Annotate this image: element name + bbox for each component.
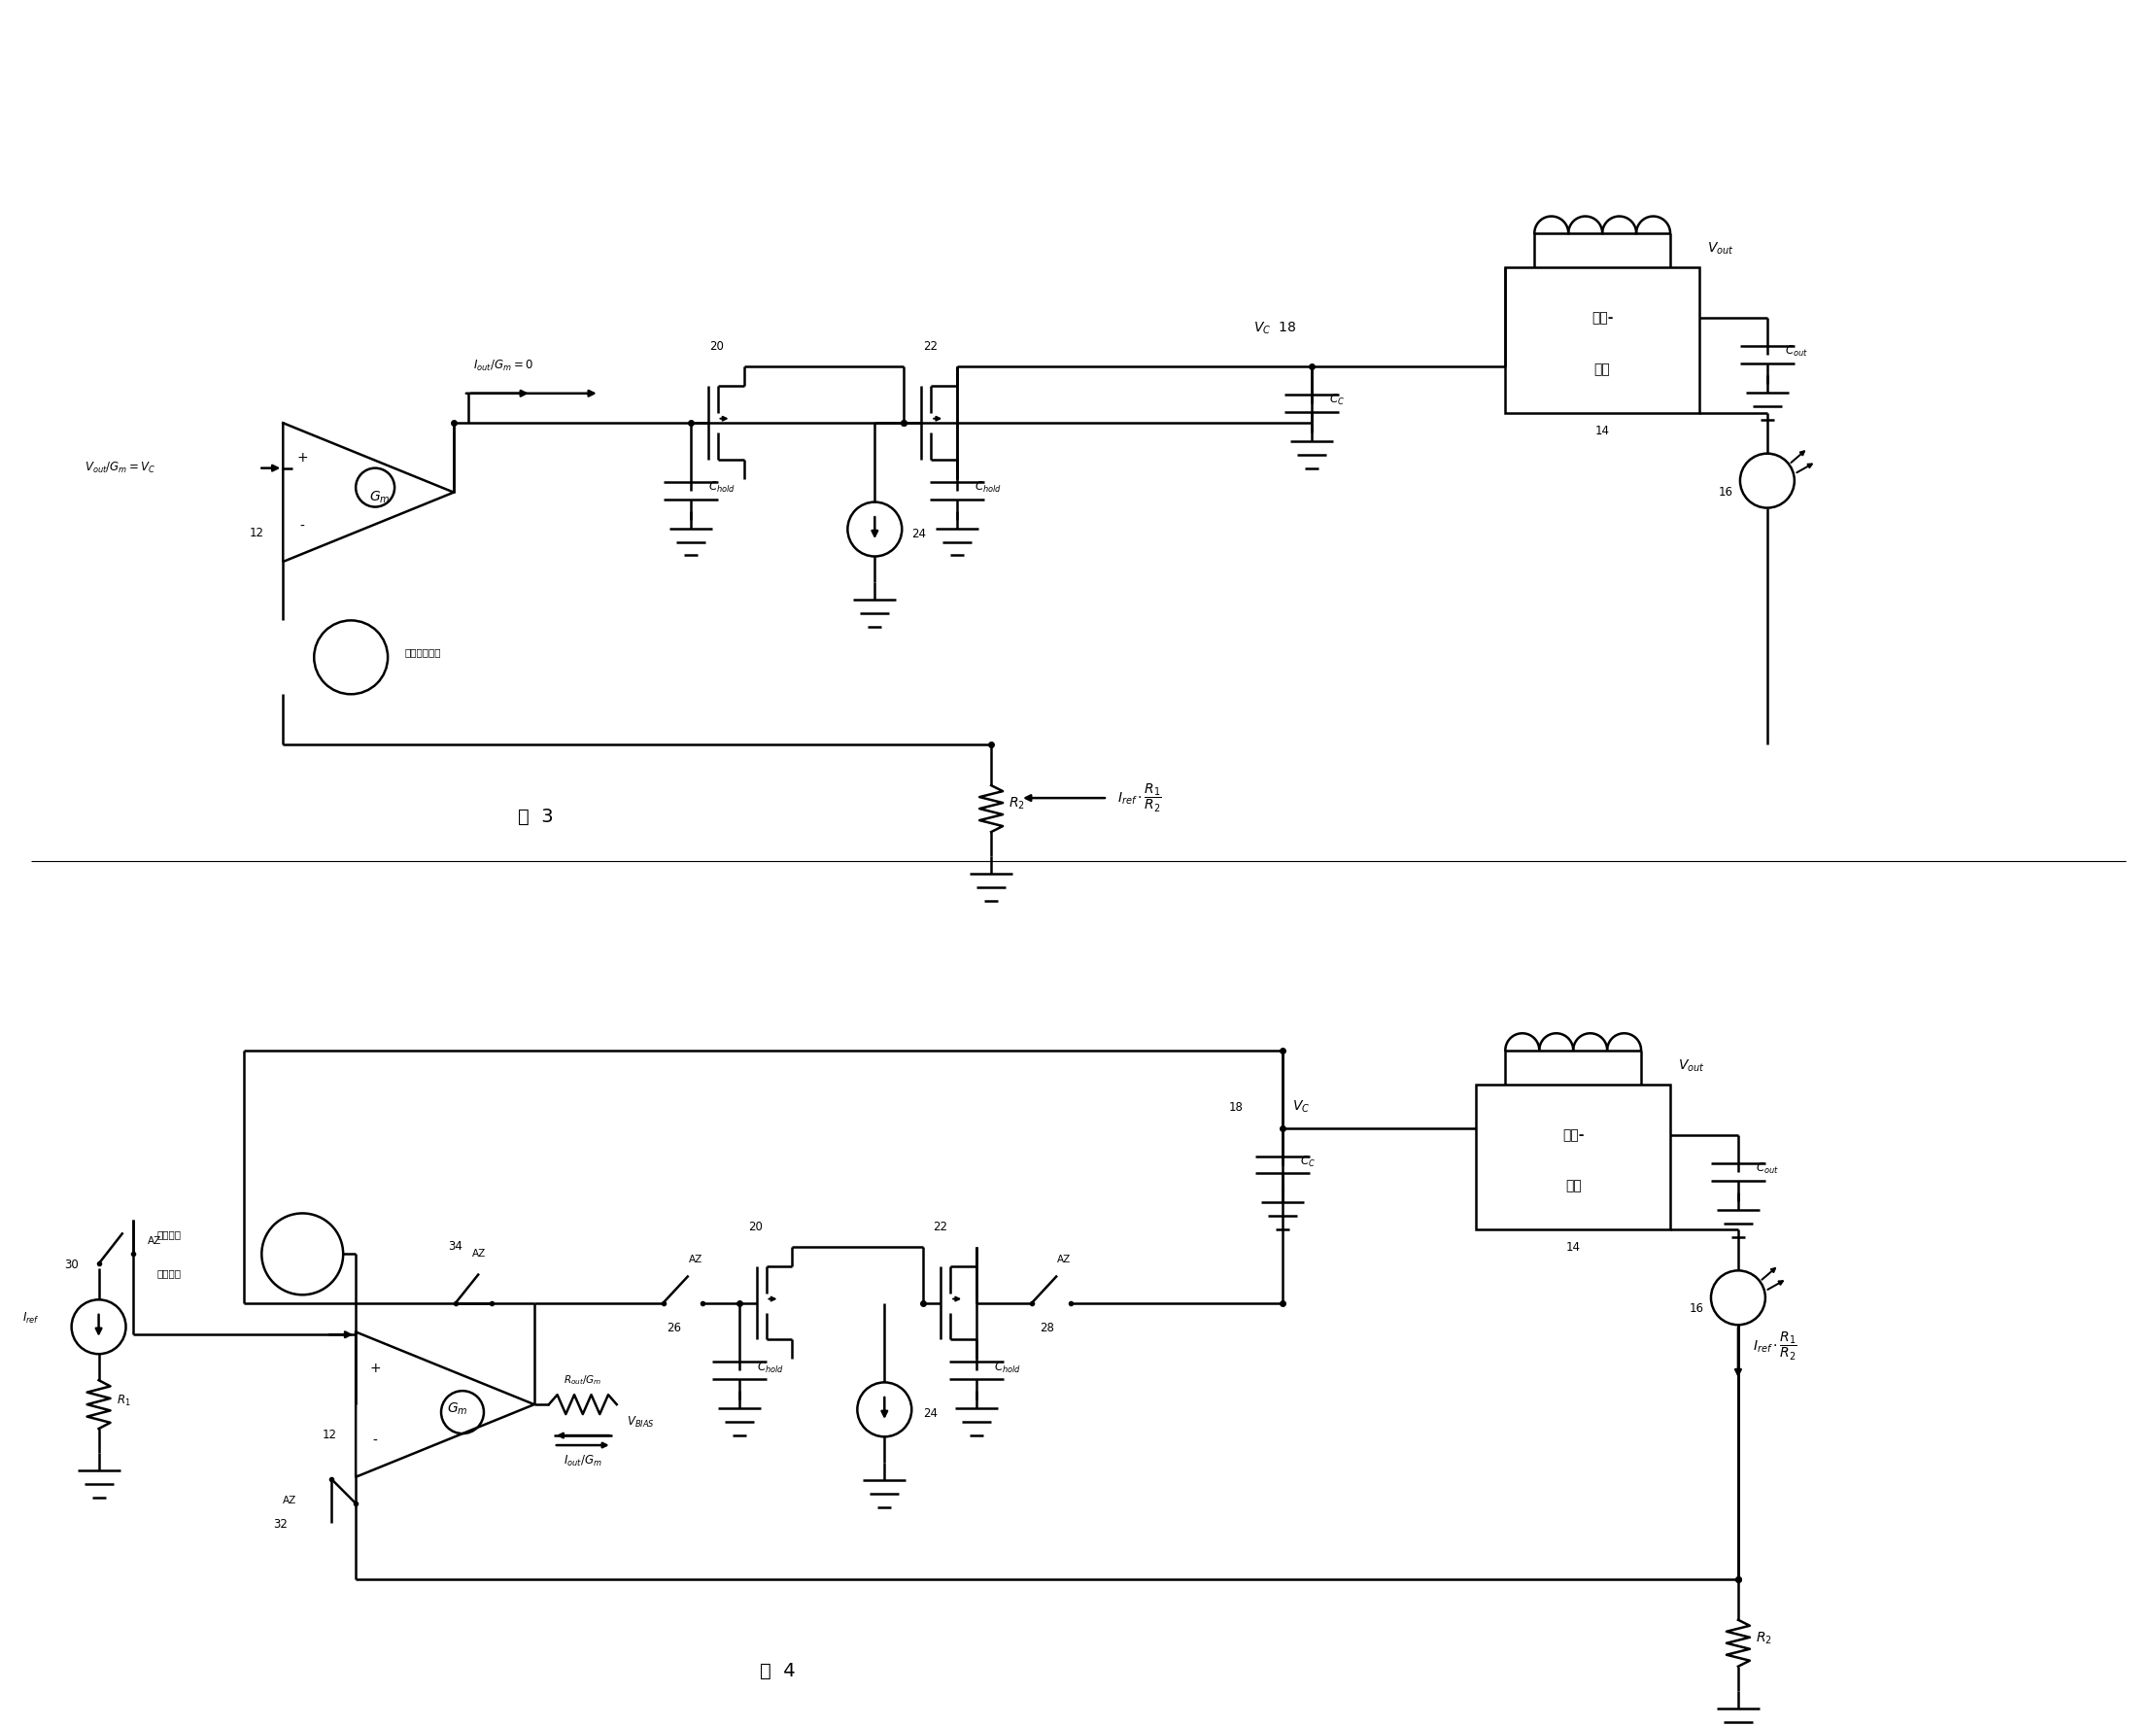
Circle shape — [261, 1213, 343, 1294]
Text: 26: 26 — [666, 1322, 681, 1334]
Text: $G_m$: $G_m$ — [446, 1402, 468, 1417]
Text: 偏移校正: 偏移校正 — [157, 1269, 181, 1279]
Text: 图  3: 图 3 — [517, 808, 554, 827]
Text: 24: 24 — [923, 1408, 938, 1420]
Text: AZ: AZ — [282, 1496, 298, 1505]
Circle shape — [858, 1383, 912, 1436]
Text: 24: 24 — [912, 526, 927, 540]
Text: $V_C$  18: $V_C$ 18 — [1253, 321, 1296, 337]
Text: AZ: AZ — [1056, 1255, 1072, 1263]
Text: 自动调零校正: 自动调零校正 — [405, 647, 440, 658]
Text: 32: 32 — [274, 1517, 287, 1531]
Text: -: - — [373, 1434, 377, 1448]
Text: $R_2$: $R_2$ — [1009, 796, 1024, 811]
Text: 16: 16 — [1718, 485, 1733, 499]
Text: 34: 34 — [448, 1239, 461, 1253]
Text: $C_{hold}$: $C_{hold}$ — [994, 1360, 1022, 1374]
Text: 22: 22 — [923, 340, 938, 352]
Bar — [1477, 1084, 1671, 1231]
Text: $C_{hold}$: $C_{hold}$ — [707, 480, 735, 494]
Text: $C_{out}$: $C_{out}$ — [1755, 1162, 1779, 1175]
Text: 22: 22 — [934, 1220, 946, 1232]
Text: $R_1$: $R_1$ — [116, 1395, 129, 1408]
Text: $C_{out}$: $C_{out}$ — [1785, 345, 1809, 359]
Text: $C_{hold}$: $C_{hold}$ — [757, 1360, 783, 1374]
Text: $I_{ref} \cdot \dfrac{R_1}{R_2}$: $I_{ref} \cdot \dfrac{R_1}{R_2}$ — [1117, 782, 1162, 815]
Text: $V_{out}$: $V_{out}$ — [1677, 1058, 1705, 1074]
Text: 降压-: 降压- — [1591, 311, 1613, 324]
Text: +: + — [298, 450, 308, 464]
Text: AZ: AZ — [147, 1236, 162, 1246]
Text: $I_{ref} \cdot \dfrac{R_1}{R_2}$: $I_{ref} \cdot \dfrac{R_1}{R_2}$ — [1753, 1331, 1798, 1364]
Circle shape — [1712, 1270, 1766, 1326]
Circle shape — [847, 502, 901, 556]
Text: $C_C$: $C_C$ — [1300, 1155, 1315, 1169]
Text: 28: 28 — [1039, 1322, 1054, 1334]
Text: $V_{out}/G_m = V_C$: $V_{out}/G_m = V_C$ — [84, 461, 155, 475]
Text: $C_{hold}$: $C_{hold}$ — [975, 480, 1003, 494]
Text: 12: 12 — [321, 1429, 336, 1441]
Text: 16: 16 — [1690, 1303, 1703, 1315]
Text: $I_{ref}$: $I_{ref}$ — [22, 1312, 39, 1326]
Text: $V_{BIAS}$: $V_{BIAS}$ — [627, 1415, 653, 1429]
Text: $R_2$: $R_2$ — [1755, 1631, 1772, 1647]
Text: $V_{out}$: $V_{out}$ — [1708, 242, 1733, 257]
Circle shape — [315, 620, 388, 694]
Circle shape — [356, 468, 395, 507]
Text: 18: 18 — [1229, 1101, 1244, 1113]
Text: 20: 20 — [709, 340, 724, 352]
Text: 30: 30 — [65, 1258, 80, 1272]
Text: 14: 14 — [1595, 425, 1611, 437]
Text: +: + — [369, 1362, 382, 1376]
Text: 升压: 升压 — [1565, 1179, 1580, 1193]
Text: $I_{out}/G_m$: $I_{out}/G_m$ — [563, 1453, 602, 1469]
Text: 12: 12 — [250, 526, 263, 539]
Text: -: - — [300, 520, 304, 533]
Text: 降压-: 降压- — [1563, 1129, 1585, 1143]
Circle shape — [1740, 454, 1794, 507]
Bar — [1505, 268, 1699, 413]
Text: 图  4: 图 4 — [759, 1662, 796, 1679]
Text: $I_{out}/G_m = 0$: $I_{out}/G_m = 0$ — [472, 359, 533, 373]
Text: AZ: AZ — [688, 1255, 703, 1263]
Text: $C_C$: $C_C$ — [1328, 392, 1343, 407]
Text: AZ: AZ — [472, 1248, 485, 1258]
Circle shape — [71, 1300, 125, 1353]
Text: 自动调零: 自动调零 — [157, 1231, 181, 1239]
Text: 20: 20 — [748, 1220, 763, 1232]
Text: $G_m$: $G_m$ — [369, 488, 390, 506]
Text: $R_{out}/G_m$: $R_{out}/G_m$ — [563, 1374, 602, 1386]
Text: 14: 14 — [1565, 1241, 1580, 1255]
Text: 升压: 升压 — [1593, 362, 1611, 376]
Text: $V_C$: $V_C$ — [1291, 1099, 1309, 1115]
Circle shape — [442, 1391, 483, 1434]
